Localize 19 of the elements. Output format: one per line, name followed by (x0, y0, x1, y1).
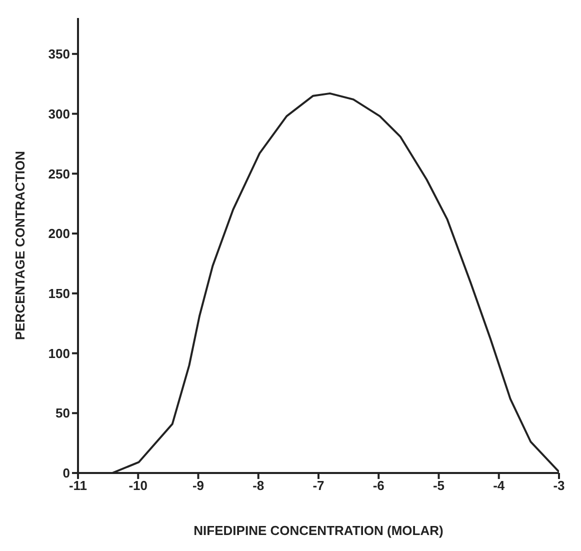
y-axis-title: PERCENTAGE CONTRACTION (12, 151, 28, 340)
y-tick-label: 0 (62, 466, 70, 481)
x-tick-label: -3 (553, 478, 565, 494)
x-tick-label: -7 (312, 478, 324, 494)
x-tick-label: -11 (68, 478, 88, 494)
x-tick-label: -5 (432, 478, 445, 494)
x-tick-label: -4 (493, 478, 506, 494)
y-tick-label: 250 (48, 166, 70, 182)
x-axis-title: NIFEDIPINE CONCENTRATION (MOLAR) (194, 523, 444, 538)
y-tick-label: 300 (48, 106, 70, 122)
y-tick-label: 350 (48, 46, 70, 62)
y-tick-label: 200 (48, 226, 70, 242)
y-tick-label: 100 (48, 346, 70, 361)
y-tick-label: 150 (48, 286, 70, 302)
x-tick-label: -10 (128, 478, 148, 494)
x-tick-label: -6 (372, 478, 384, 494)
y-tick-label: 50 (56, 406, 70, 421)
x-tick-label: -9 (192, 478, 204, 494)
x-tick-label: -8 (252, 478, 264, 494)
